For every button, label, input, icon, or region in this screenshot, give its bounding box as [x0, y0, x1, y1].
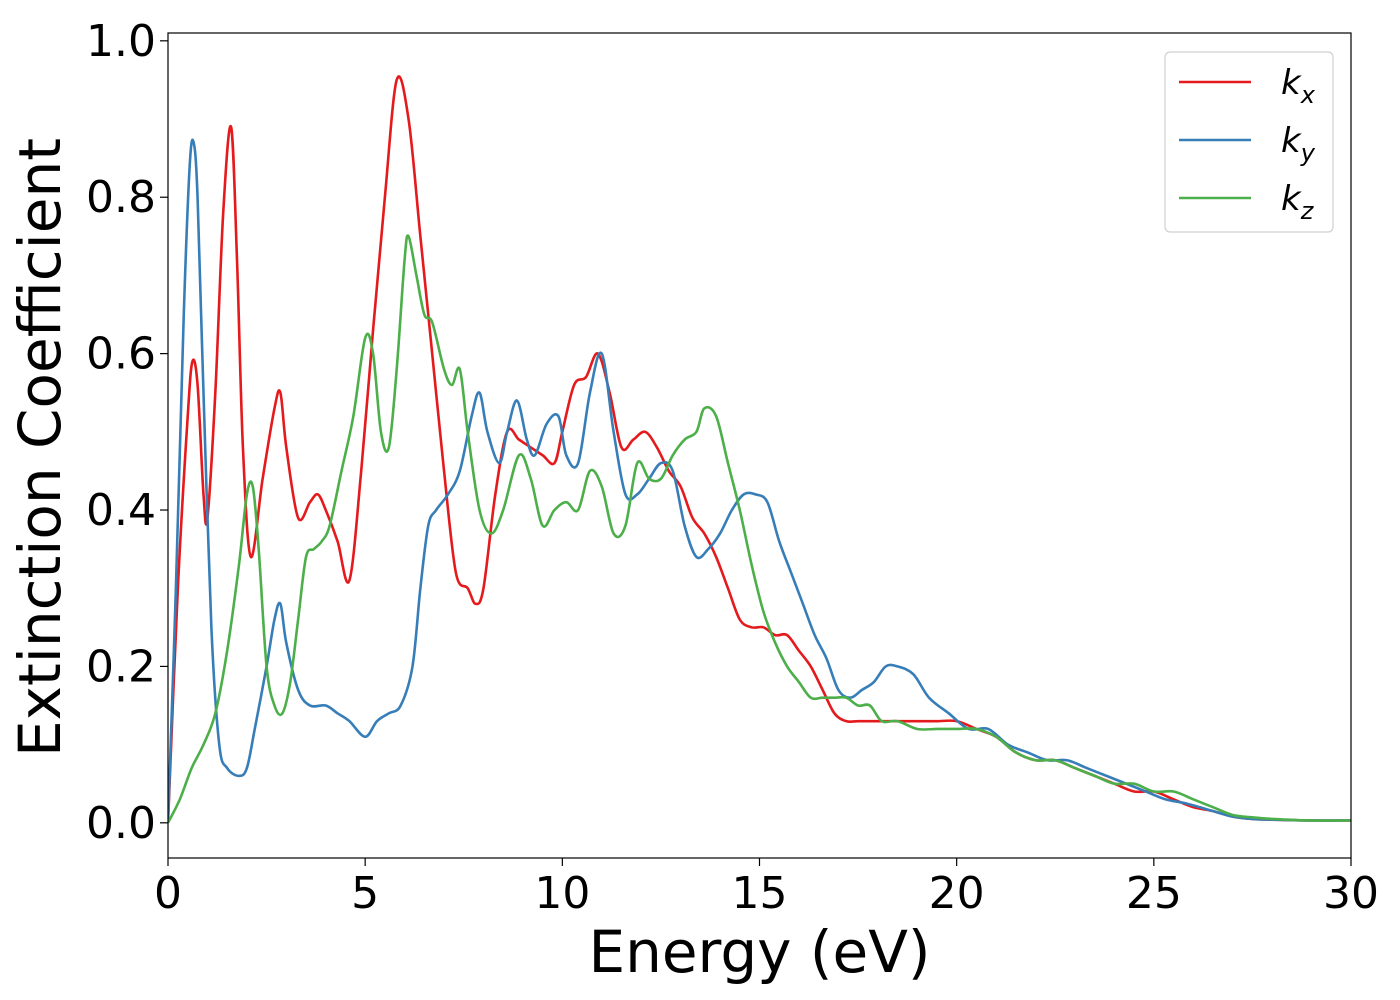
x-tick-label: 10	[534, 868, 590, 919]
y-axis: 0.0 0.2 0.4 0.6 0.8 1.0	[86, 16, 168, 849]
x-axis: 0 5 10 15 20 25 30	[154, 858, 1379, 919]
x-tick-label: 0	[154, 868, 182, 919]
series-line-ky	[168, 138, 1351, 823]
y-tick-label: 0.0	[86, 798, 156, 849]
y-tick-label: 0.4	[86, 485, 156, 536]
y-tick-label: 1.0	[86, 16, 156, 67]
x-tick-label: 20	[929, 868, 985, 919]
legend-label-ky: ky	[1281, 121, 1316, 167]
series-layer	[168, 75, 1351, 824]
y-tick-label: 0.6	[86, 329, 156, 380]
x-tick-label: 25	[1126, 868, 1182, 919]
x-tick-label: 30	[1323, 868, 1379, 919]
legend: kx ky kz	[1164, 51, 1334, 233]
legend-label-kx: kx	[1281, 63, 1316, 109]
y-axis-title: Extinction Coefficient	[6, 138, 74, 757]
legend-label-kz: kz	[1281, 179, 1315, 225]
x-tick-label: 15	[732, 868, 788, 919]
y-tick-label: 0.8	[86, 172, 156, 223]
x-tick-label: 5	[351, 868, 379, 919]
y-tick-label: 0.2	[86, 641, 156, 692]
legend-box	[1164, 51, 1334, 233]
x-axis-title: Energy (eV)	[588, 918, 930, 986]
series-line-kz	[168, 234, 1351, 824]
